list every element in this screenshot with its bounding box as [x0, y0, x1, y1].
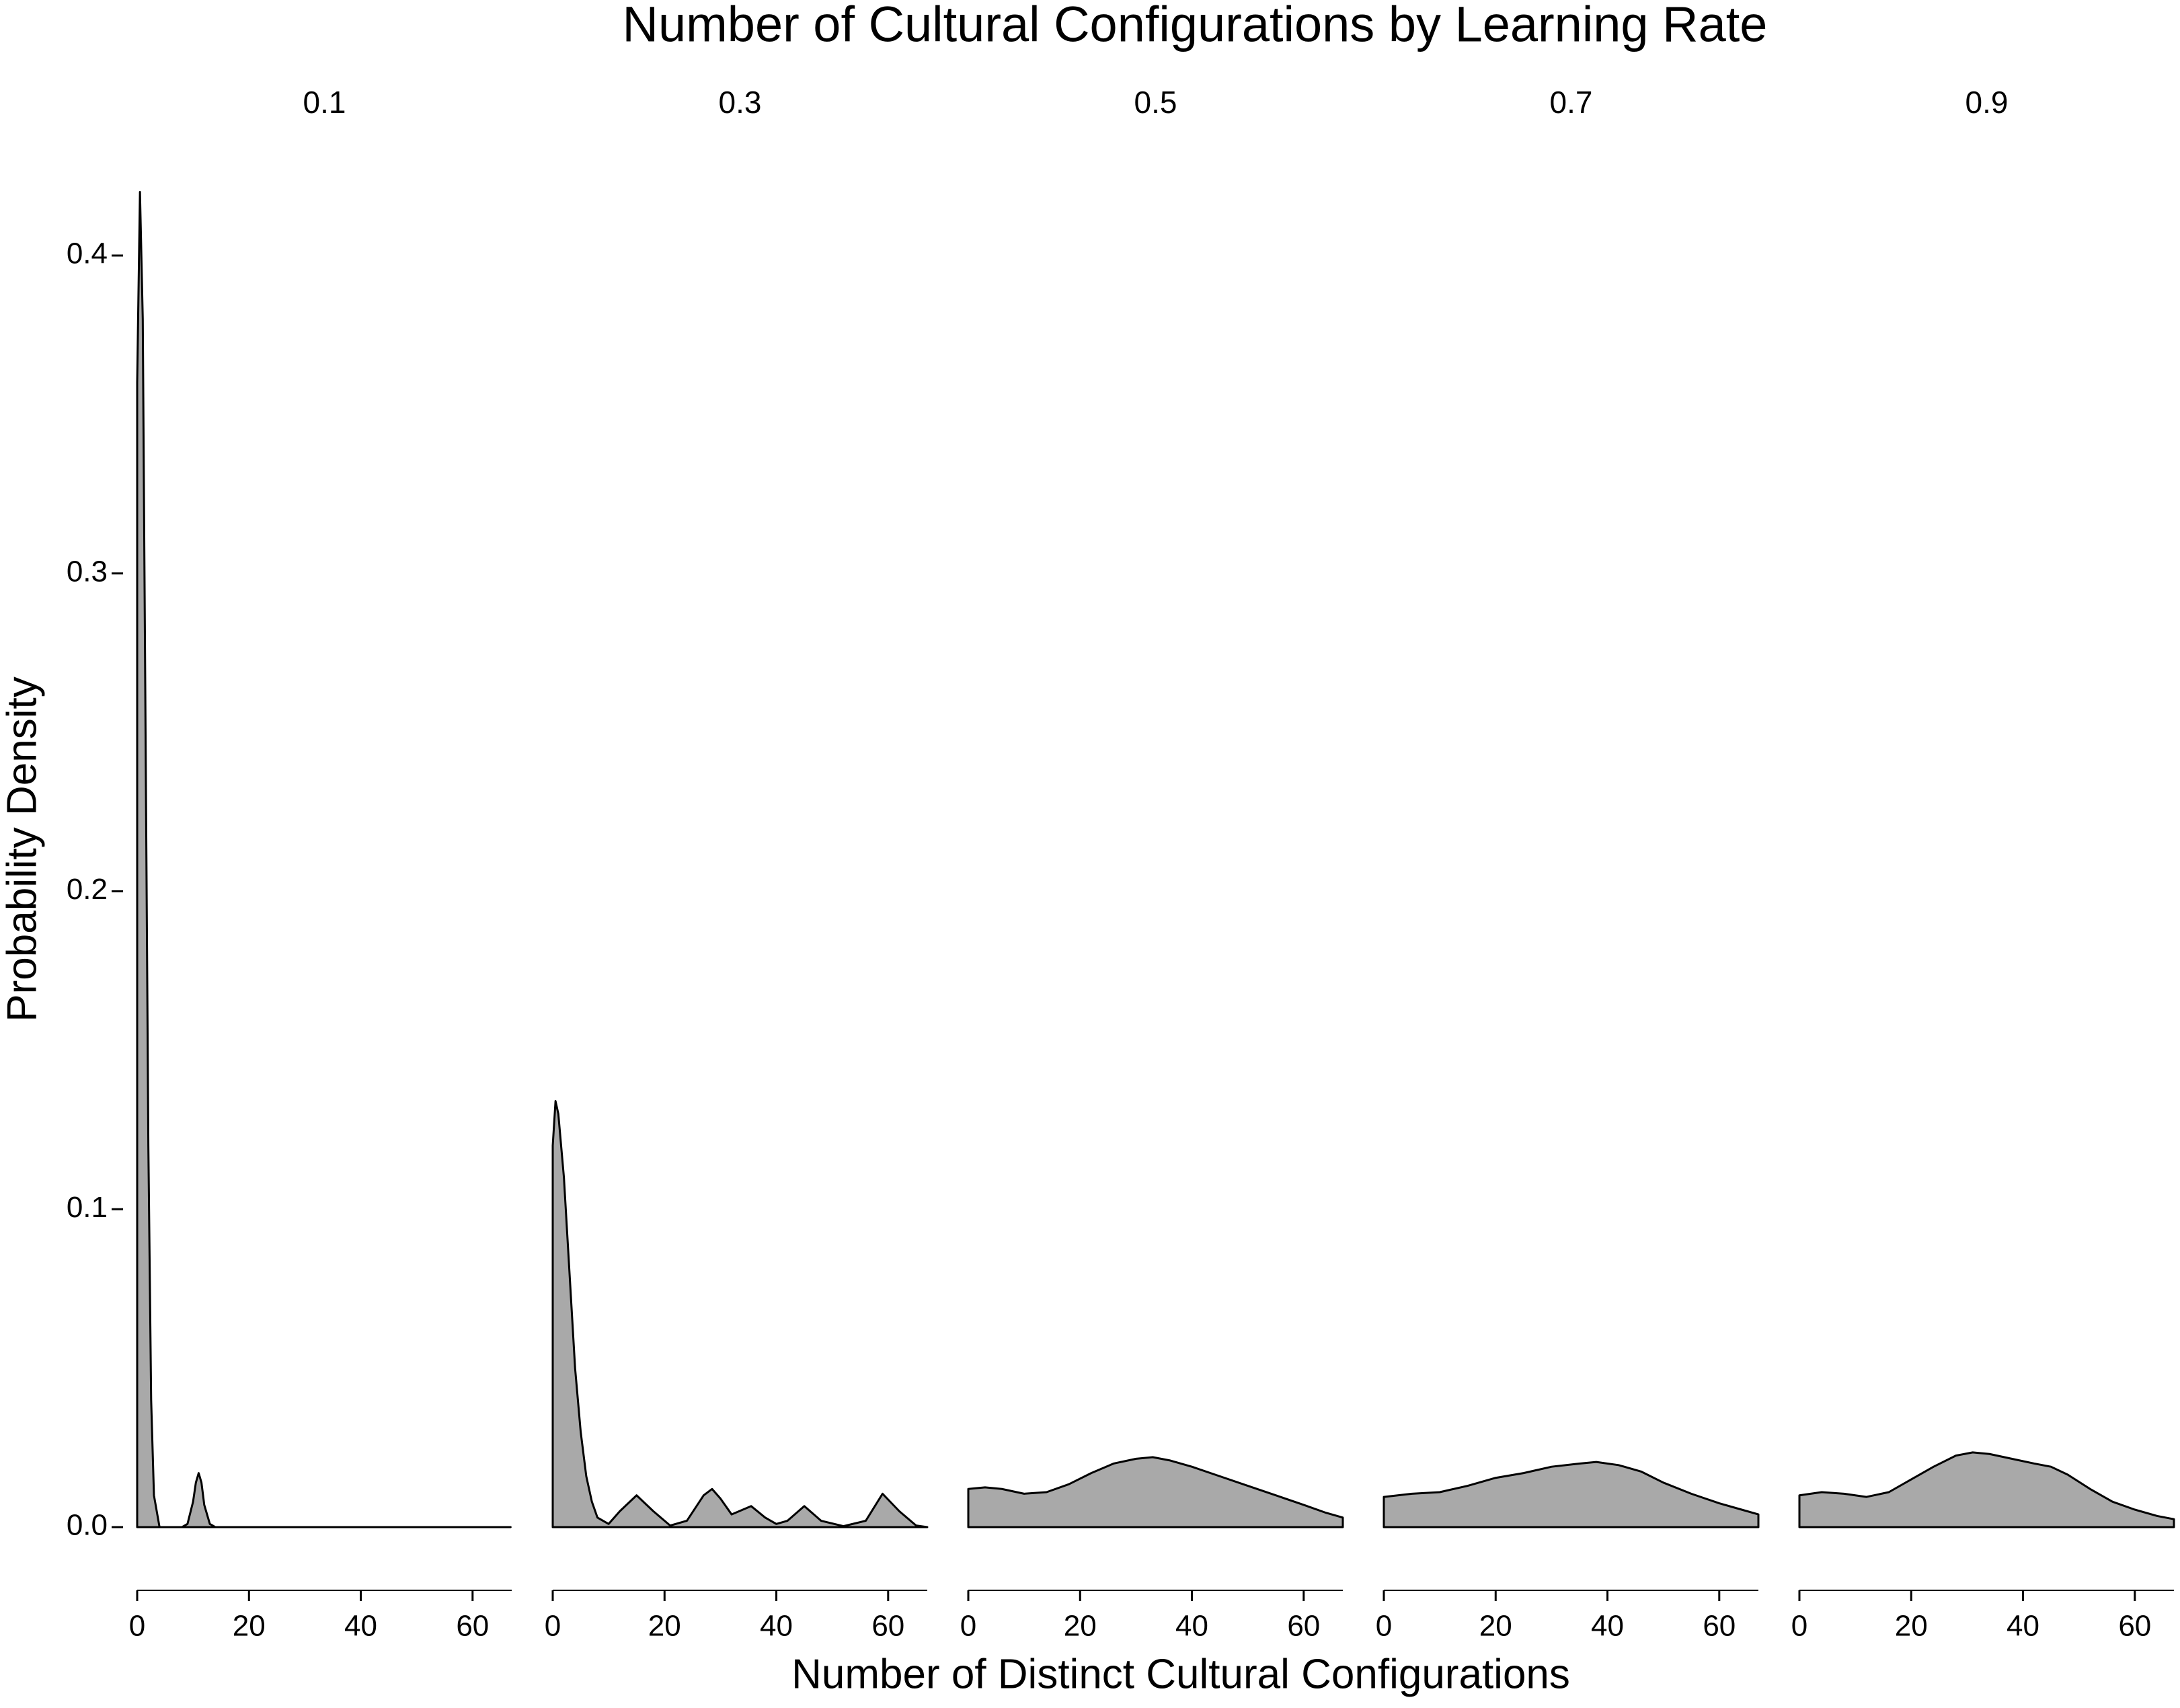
x-tick-label: 0	[960, 1610, 976, 1643]
density-area	[1383, 1461, 1760, 1528]
x-tick-label: 0	[1376, 1610, 1392, 1643]
x-tick-label: 60	[1703, 1610, 1736, 1643]
x-tick-label: 40	[2007, 1610, 2039, 1643]
x-tick-label: 20	[1479, 1610, 1512, 1643]
y-tick-label: 0.4	[67, 237, 108, 270]
x-tick-label: 40	[1591, 1610, 1624, 1643]
facet-label: 0.5	[1134, 85, 1177, 120]
density-area	[551, 1100, 929, 1528]
x-tick-label: 0	[545, 1610, 561, 1643]
facet-label: 0.7	[1550, 85, 1593, 120]
x-axis-title: Number of Distinct Cultural Configuratio…	[791, 1651, 1570, 1697]
x-tick-label: 60	[2118, 1610, 2151, 1643]
facet-label: 0.9	[1965, 85, 2009, 120]
density-area	[1798, 1451, 2175, 1528]
y-axis-title: Probability Density	[0, 676, 45, 1021]
x-tick-label: 40	[344, 1610, 377, 1643]
y-tick-label: 0.0	[67, 1509, 108, 1542]
facet-label: 0.3	[719, 85, 762, 120]
y-tick-label: 0.2	[67, 873, 108, 906]
x-tick-label: 20	[233, 1610, 266, 1643]
x-tick-label: 20	[648, 1610, 681, 1643]
x-tick-label: 60	[456, 1610, 489, 1643]
chart-title: Number of Cultural Configurations by Lea…	[623, 0, 1768, 52]
y-tick-label: 0.1	[67, 1191, 108, 1224]
density-area	[967, 1456, 1344, 1528]
x-tick-label: 40	[1175, 1610, 1208, 1643]
x-tick-label: 0	[1791, 1610, 1807, 1643]
facet-label: 0.1	[303, 85, 346, 120]
x-tick-label: 20	[1064, 1610, 1097, 1643]
density-area	[136, 191, 512, 1528]
y-tick-label: 0.3	[67, 555, 108, 588]
x-tick-label: 0	[129, 1610, 145, 1643]
x-tick-label: 40	[760, 1610, 793, 1643]
x-tick-label: 60	[871, 1610, 904, 1643]
x-tick-label: 20	[1895, 1610, 1928, 1643]
x-tick-label: 60	[1287, 1610, 1320, 1643]
